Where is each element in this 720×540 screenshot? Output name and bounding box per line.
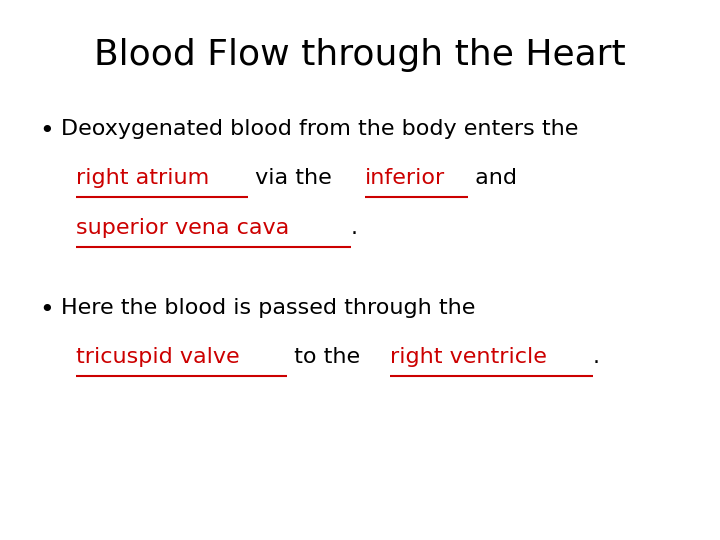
Text: .: . <box>593 347 600 367</box>
Text: and: and <box>468 168 518 188</box>
Text: tricuspid valve: tricuspid valve <box>76 347 239 367</box>
Text: .: . <box>351 218 358 238</box>
Text: inferior: inferior <box>365 168 445 188</box>
Text: superior vena cava: superior vena cava <box>76 218 289 238</box>
Text: Here the blood is passed through the: Here the blood is passed through the <box>61 298 476 318</box>
Text: •: • <box>40 298 54 322</box>
Text: right ventricle: right ventricle <box>390 347 547 367</box>
Text: Deoxygenated blood from the body enters the: Deoxygenated blood from the body enters … <box>61 119 579 139</box>
Text: •: • <box>40 119 54 143</box>
Text: via the: via the <box>248 168 338 188</box>
Text: Blood Flow through the Heart: Blood Flow through the Heart <box>94 38 626 72</box>
Text: right atrium: right atrium <box>76 168 209 188</box>
Text: to the: to the <box>287 347 367 367</box>
